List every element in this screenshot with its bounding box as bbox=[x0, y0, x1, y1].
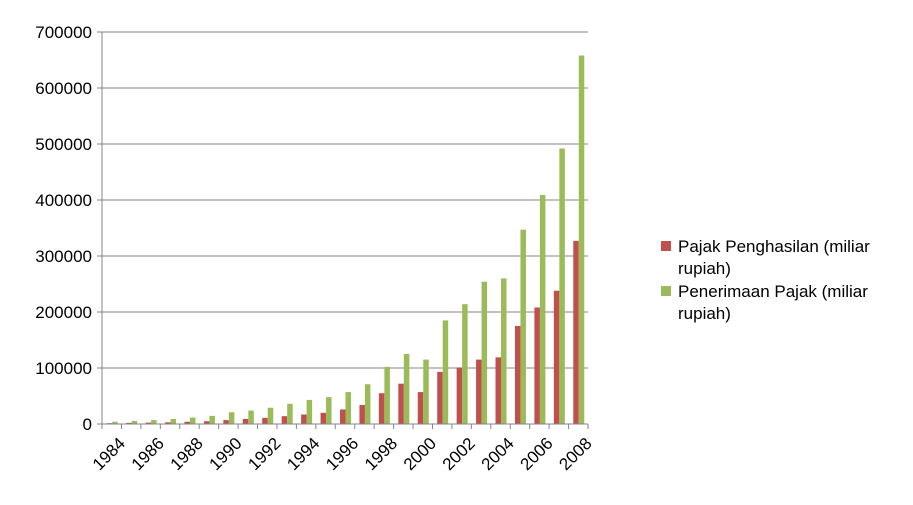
x-tick-label: 1992 bbox=[244, 434, 284, 474]
bar-penerimaan-pajak-1986 bbox=[151, 420, 157, 424]
bar-penerimaan-pajak-2007 bbox=[559, 148, 565, 425]
legend-label: rupiah) bbox=[678, 259, 731, 278]
grid-lines bbox=[102, 31, 588, 369]
y-axis-ticks: 0 100000 200000 300000 400000 500000 600000 700… bbox=[35, 23, 102, 434]
bar-penerimaan-pajak-2002 bbox=[462, 304, 468, 424]
bar-penerimaan-pajak-1998 bbox=[384, 366, 390, 424]
bar-penerimaan-pajak-2001 bbox=[442, 320, 449, 424]
bar-penerimaan-pajak-1991 bbox=[248, 410, 254, 424]
bar-penerimaan-pajak-2004 bbox=[501, 278, 507, 424]
bar-pajak-penghasilan-2001 bbox=[437, 371, 443, 424]
y-tick-label: 500000 bbox=[35, 135, 92, 154]
x-tick-label: 1994 bbox=[283, 434, 323, 474]
bar-penerimaan-pajak-1990 bbox=[228, 412, 235, 424]
x-tick-label: 1990 bbox=[205, 434, 245, 474]
bar-penerimaan-pajak-1999 bbox=[403, 354, 410, 424]
bar-pajak-penghasilan-1989 bbox=[203, 421, 210, 424]
bar-pajak-penghasilan-2002 bbox=[456, 367, 463, 424]
bar-pajak-penghasilan-1996 bbox=[340, 409, 346, 424]
bar-pajak-penghasilan-2004 bbox=[495, 357, 502, 424]
bar-penerimaan-pajak-2008 bbox=[578, 55, 585, 425]
x-tick-label: 1988 bbox=[167, 434, 207, 474]
legend-label: rupiah) bbox=[678, 304, 731, 323]
bar-penerimaan-pajak-1988 bbox=[189, 417, 196, 424]
bar-penerimaan-pajak-2003 bbox=[481, 281, 488, 424]
bar-pajak-penghasilan-1998 bbox=[378, 393, 385, 424]
y-tick-label: 0 bbox=[83, 415, 92, 434]
x-tick-label: 1986 bbox=[128, 434, 168, 474]
legend-swatch bbox=[661, 286, 671, 296]
bar-pajak-penghasilan-1994 bbox=[301, 414, 307, 424]
legend-swatch bbox=[661, 241, 671, 251]
bar-penerimaan-pajak-2000 bbox=[423, 359, 429, 424]
bar-penerimaan-pajak-1985 bbox=[131, 420, 138, 424]
bar-penerimaan-pajak-1993 bbox=[287, 403, 293, 424]
bar-penerimaan-pajak-1994 bbox=[306, 399, 313, 424]
bar-pajak-penghasilan-1999 bbox=[398, 383, 404, 424]
x-tick-label: 1984 bbox=[89, 434, 129, 474]
bar-pajak-penghasilan-1997 bbox=[359, 404, 365, 424]
x-tick-label: 2002 bbox=[439, 434, 479, 474]
x-tick-label: 1996 bbox=[322, 434, 362, 474]
bar-penerimaan-pajak-1984 bbox=[112, 421, 118, 424]
bar-pajak-penghasilan-1988 bbox=[184, 421, 190, 424]
legend-label: Pajak Penghasilan (miliar bbox=[678, 237, 870, 256]
legend-label: Penerimaan Pajak (miliar bbox=[678, 282, 868, 301]
y-tick-label: 400000 bbox=[35, 191, 92, 210]
bars bbox=[106, 55, 585, 425]
bar-pajak-penghasilan-2005 bbox=[514, 326, 521, 424]
x-tick-label: 2000 bbox=[400, 434, 440, 474]
bar-pajak-penghasilan-1995 bbox=[320, 412, 327, 424]
bar-penerimaan-pajak-2005 bbox=[520, 229, 526, 424]
bar-pajak-penghasilan-1990 bbox=[223, 420, 229, 424]
bar-pajak-penghasilan-1987 bbox=[165, 422, 171, 424]
bar-pajak-penghasilan-2007 bbox=[553, 290, 560, 424]
bar-pajak-penghasilan-2008 bbox=[573, 240, 579, 424]
bar-pajak-penghasilan-2006 bbox=[534, 307, 540, 424]
x-tick-label: 2004 bbox=[478, 434, 518, 474]
y-tick-label: 600000 bbox=[35, 79, 92, 98]
x-tick-label: 2008 bbox=[555, 434, 595, 474]
bar-penerimaan-pajak-1997 bbox=[364, 384, 371, 424]
y-tick-label: 200000 bbox=[35, 303, 92, 322]
y-tick-label: 100000 bbox=[35, 359, 92, 378]
bar-penerimaan-pajak-2006 bbox=[539, 194, 546, 424]
bar-penerimaan-pajak-1989 bbox=[209, 415, 215, 424]
x-tick-label: 2006 bbox=[517, 434, 557, 474]
bar-pajak-penghasilan-1993 bbox=[281, 416, 288, 424]
bar-pajak-penghasilan-2000 bbox=[417, 392, 424, 424]
legend: Pajak Penghasilan (miliar rupiah) Penerima… bbox=[661, 237, 870, 323]
x-axis-ticks: 1984198619881990199219941996199820002002… bbox=[89, 424, 596, 474]
bar-pajak-penghasilan-2003 bbox=[476, 359, 482, 424]
bar-penerimaan-pajak-1987 bbox=[170, 418, 177, 424]
bar-pajak-penghasilan-1992 bbox=[262, 417, 268, 424]
bar-penerimaan-pajak-1992 bbox=[267, 407, 274, 424]
bar-pajak-penghasilan-1986 bbox=[145, 422, 152, 424]
bar-pajak-penghasilan-1991 bbox=[242, 418, 249, 424]
bar-pajak-penghasilan-1985 bbox=[126, 422, 132, 424]
bar-penerimaan-pajak-1996 bbox=[345, 392, 351, 424]
x-tick-label: 1998 bbox=[361, 434, 401, 474]
y-tick-label: 700000 bbox=[35, 23, 92, 42]
y-tick-label: 300000 bbox=[35, 247, 92, 266]
bar-penerimaan-pajak-1995 bbox=[326, 397, 332, 424]
axes bbox=[101, 32, 588, 425]
